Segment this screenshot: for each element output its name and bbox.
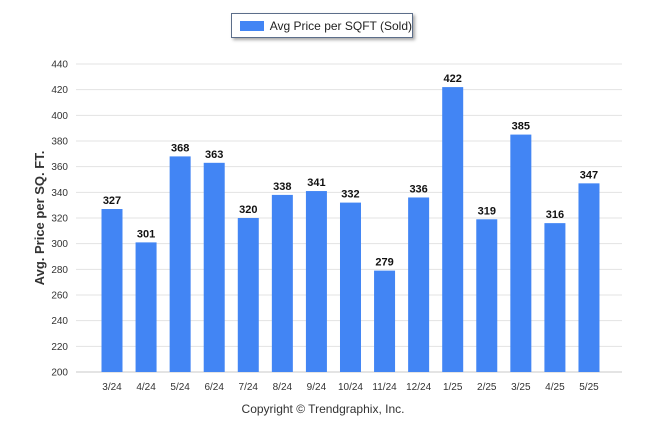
data-label: 385 — [512, 121, 530, 133]
bar — [442, 87, 464, 372]
data-label: 422 — [444, 73, 462, 85]
y-tick-label: 240 — [51, 316, 68, 327]
x-tick-label: 4/24 — [136, 382, 156, 393]
x-tick-label: 5/25 — [579, 382, 599, 393]
bar — [510, 134, 532, 372]
x-tick-label: 6/24 — [204, 382, 224, 393]
x-tick-label: 12/24 — [406, 382, 431, 393]
y-tick-label: 340 — [51, 188, 68, 199]
y-tick-label: 420 — [51, 85, 68, 96]
data-label: 279 — [375, 257, 393, 269]
bar — [169, 156, 191, 372]
y-tick-label: 440 — [51, 60, 68, 71]
data-label: 341 — [307, 177, 325, 189]
bar — [237, 218, 259, 372]
data-label: 363 — [205, 149, 223, 161]
data-label: 336 — [409, 183, 427, 195]
data-label: 316 — [546, 209, 564, 221]
x-tick-label: 8/24 — [273, 382, 293, 393]
bar — [408, 197, 430, 372]
x-tick-label: 1/25 — [443, 382, 463, 393]
data-label: 320 — [239, 204, 257, 216]
x-tick-label: 3/25 — [511, 382, 531, 393]
x-tick-label: 10/24 — [338, 382, 363, 393]
data-label: 368 — [171, 142, 189, 154]
data-label: 319 — [478, 205, 496, 217]
x-tick-label: 2/25 — [477, 382, 497, 393]
y-tick-label: 260 — [51, 291, 68, 302]
bar — [203, 162, 225, 372]
data-label: 327 — [103, 195, 121, 207]
bar — [339, 202, 361, 372]
x-tick-label: 9/24 — [307, 382, 327, 393]
bar — [476, 219, 498, 372]
data-label: 338 — [273, 181, 291, 193]
bar — [101, 209, 123, 372]
legend[interactable]: Avg Price per SQFT (Sold) — [231, 13, 413, 38]
y-tick-label: 300 — [51, 239, 68, 250]
x-tick-label: 5/24 — [170, 382, 190, 393]
x-tick-label: 11/24 — [372, 382, 397, 393]
y-tick-label: 220 — [51, 342, 68, 353]
y-tick-label: 200 — [51, 368, 68, 379]
y-tick-label: 280 — [51, 265, 68, 276]
copyright-text: Copyright © Trendgraphix, Inc. — [241, 402, 405, 416]
x-tick-label: 4/25 — [545, 382, 565, 393]
y-tick-label: 320 — [51, 214, 68, 225]
data-label: 301 — [137, 228, 155, 240]
data-label: 332 — [341, 189, 359, 201]
y-tick-label: 380 — [51, 137, 68, 148]
bar — [135, 242, 157, 372]
bar — [271, 194, 293, 372]
x-tick-label: 7/24 — [239, 382, 259, 393]
bar — [374, 270, 396, 372]
bar — [578, 183, 600, 372]
y-tick-label: 360 — [51, 162, 68, 173]
bar — [544, 223, 566, 372]
x-tick-label: 3/24 — [102, 382, 122, 393]
bar — [305, 191, 327, 372]
legend-label: Avg Price per SQFT (Sold) — [269, 18, 412, 33]
data-label: 347 — [580, 169, 598, 181]
y-tick-label: 400 — [51, 111, 68, 122]
legend-swatch — [240, 20, 264, 31]
y-axis-title: Avg. Price per SQ. FT. — [32, 151, 47, 286]
